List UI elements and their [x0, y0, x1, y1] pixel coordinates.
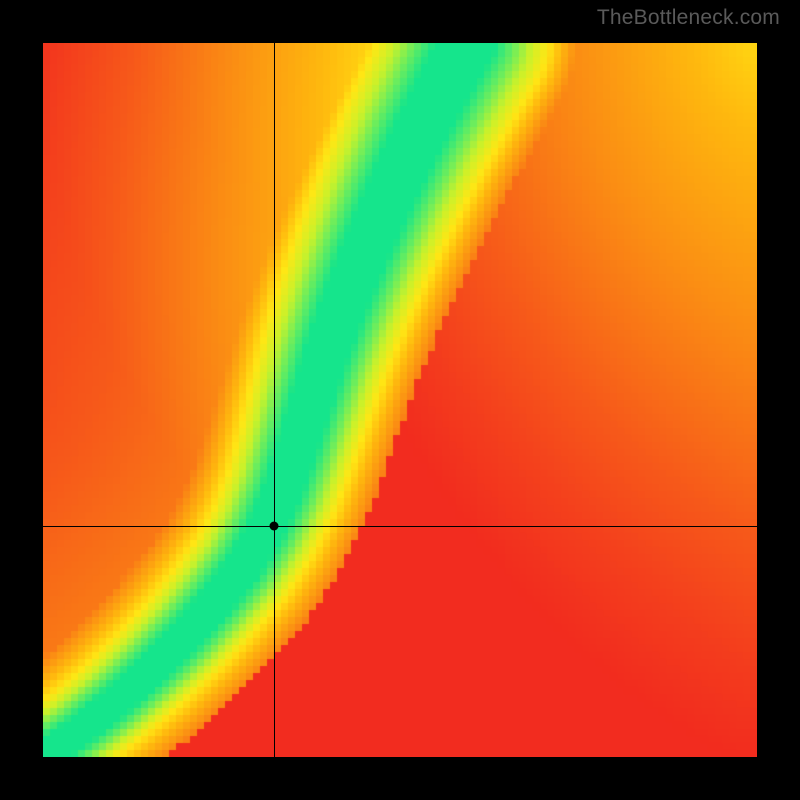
watermark-text: TheBottleneck.com: [597, 6, 780, 30]
crosshair-marker: [269, 522, 278, 531]
crosshair-horizontal: [43, 526, 757, 527]
stage: TheBottleneck.com: [0, 0, 800, 800]
heatmap-canvas: [43, 43, 757, 757]
plot-area: [43, 43, 757, 757]
crosshair-vertical: [274, 43, 275, 757]
